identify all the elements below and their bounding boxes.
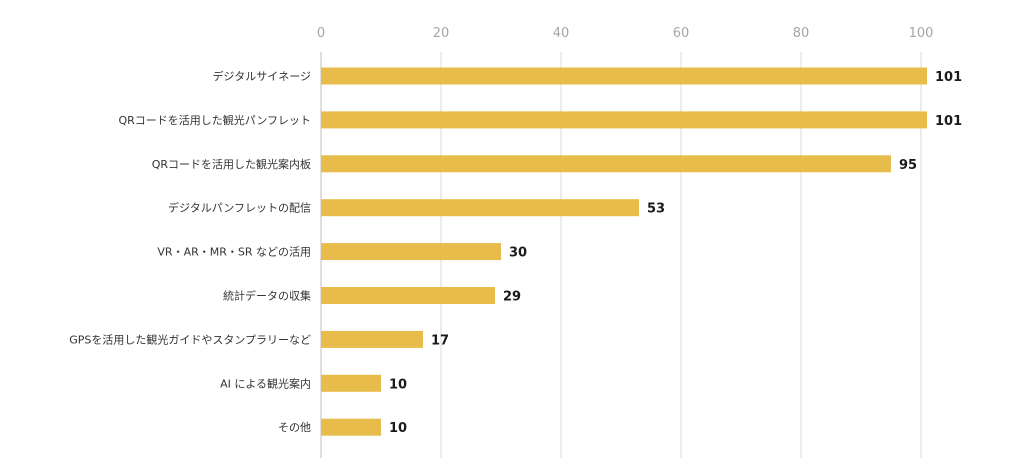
bars [321, 67, 927, 436]
bar-7 [321, 374, 381, 392]
x-tick-label-80: 80 [793, 26, 810, 41]
bar-8 [321, 418, 381, 436]
value-label-6: 17 [431, 333, 449, 348]
x-tick-label-40: 40 [553, 26, 570, 41]
value-label-3: 53 [647, 202, 665, 217]
x-axis-ticks: 0 20 40 60 80 100 [317, 26, 934, 41]
value-label-5: 29 [503, 290, 521, 305]
category-labels: デジタルサイネージ QRコードを活用した観光パンフレット QRコードを活用した観光案… [69, 69, 311, 434]
x-tick-label-20: 20 [433, 26, 450, 41]
category-label-6: GPSを活用した観光ガイドやスタンプラリーなど [69, 332, 311, 346]
bar-3 [321, 199, 639, 217]
category-label-3: デジタルパンフレットの配信 [168, 201, 311, 215]
x-tick-label-0: 0 [317, 26, 325, 41]
value-label-7: 10 [389, 377, 407, 392]
value-labels: 101 101 95 53 30 29 17 10 10 [389, 70, 962, 436]
bar-4 [321, 243, 501, 261]
bar-1 [321, 111, 927, 129]
category-label-8: その他 [278, 421, 311, 434]
x-tick-label-60: 60 [673, 26, 690, 41]
value-label-8: 10 [389, 421, 407, 436]
category-label-0: デジタルサイネージ [212, 69, 311, 83]
category-label-4: VR・AR・MR・SR などの活用 [157, 246, 311, 259]
bar-0 [321, 67, 927, 85]
category-label-1: QRコードを活用した観光パンフレット [118, 113, 311, 127]
bar-5 [321, 287, 495, 304]
value-label-1: 101 [935, 114, 962, 129]
bar-2 [321, 155, 891, 173]
category-label-5: 統計データの収集 [223, 289, 311, 303]
value-label-0: 101 [935, 70, 962, 85]
value-label-4: 30 [509, 246, 527, 261]
value-label-2: 95 [899, 158, 917, 173]
category-label-7: AI による観光案内 [220, 376, 311, 390]
bar-6 [321, 330, 423, 348]
category-label-2: QRコードを活用した観光案内板 [152, 157, 311, 171]
x-tick-label-100: 100 [909, 26, 934, 41]
